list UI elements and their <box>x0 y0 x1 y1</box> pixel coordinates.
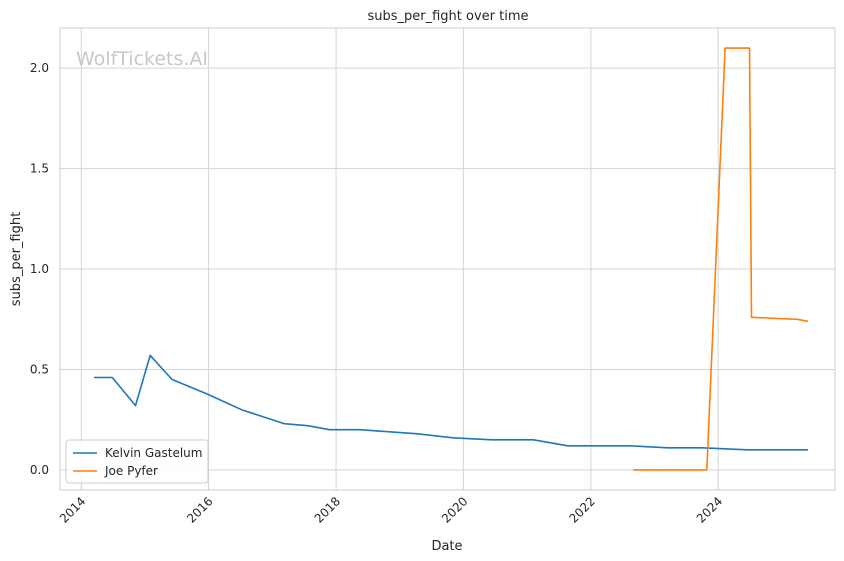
series-line-kelvin-gastelum <box>94 354 809 451</box>
series-lines <box>94 47 809 471</box>
legend: Kelvin Gastelum Joe Pyfer <box>65 439 209 484</box>
legend-box <box>65 439 209 484</box>
legend-label-kelvin-gastelum: Kelvin Gastelum <box>105 446 202 460</box>
y-tick-label: 0.0 <box>30 463 49 477</box>
x-axis-label: Date <box>431 539 462 554</box>
watermark: WolfTickets.AI <box>76 48 208 70</box>
y-axis-label: subs_per_fight <box>9 212 24 306</box>
legend-label-joe-pyfer: Joe Pyfer <box>104 464 158 478</box>
y-tick-label: 0.5 <box>30 362 49 376</box>
y-tick-label: 1.0 <box>30 262 49 276</box>
y-tick-label: 1.5 <box>30 162 49 176</box>
chart-title: subs_per_fight over time <box>367 9 528 24</box>
y-tick-label: 2.0 <box>30 61 49 75</box>
plot-area-border <box>59 27 836 491</box>
series-line-joe-pyfer <box>633 47 809 471</box>
